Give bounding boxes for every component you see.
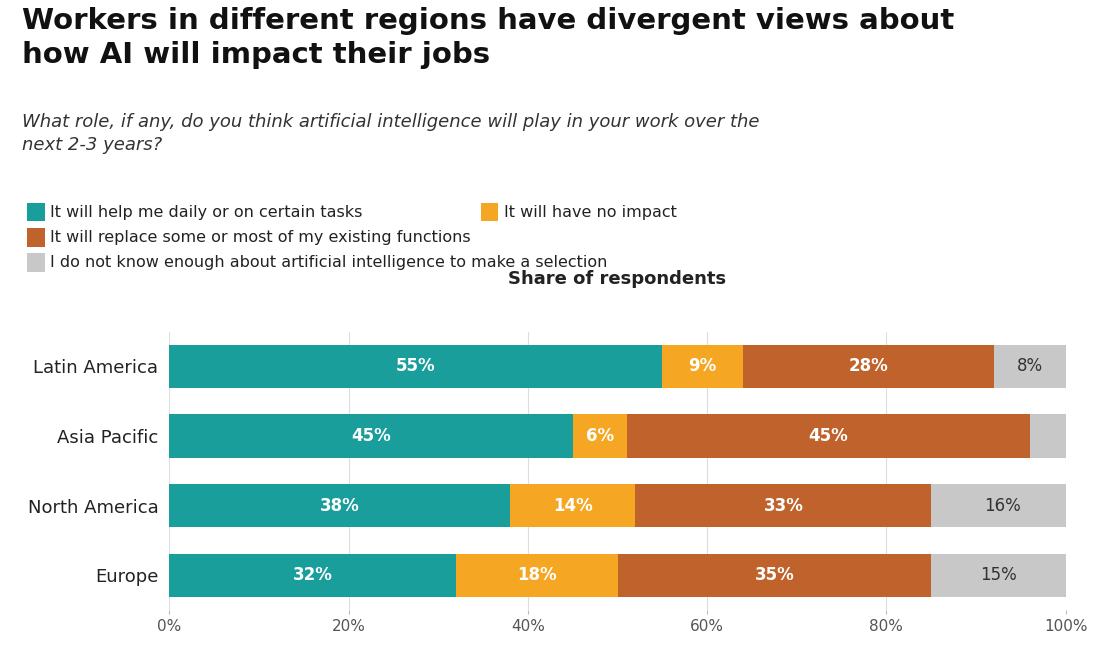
Bar xyxy=(169,345,662,388)
Bar xyxy=(662,345,743,388)
Text: 16%: 16% xyxy=(985,497,1021,514)
Bar xyxy=(743,345,994,388)
Text: 38%: 38% xyxy=(320,497,360,514)
Text: 33%: 33% xyxy=(763,497,803,514)
Text: 18%: 18% xyxy=(517,566,556,584)
Bar xyxy=(626,414,1030,457)
Bar xyxy=(573,414,626,457)
Text: It will help me daily or on certain tasks: It will help me daily or on certain task… xyxy=(50,205,363,219)
Text: 14%: 14% xyxy=(553,497,592,514)
Bar xyxy=(931,554,1066,597)
Text: 32%: 32% xyxy=(293,566,332,584)
Bar xyxy=(635,484,931,527)
Bar xyxy=(618,554,931,597)
Text: 28%: 28% xyxy=(848,357,889,375)
Text: 45%: 45% xyxy=(809,427,848,445)
Text: 6%: 6% xyxy=(586,427,613,445)
Text: Share of respondents: Share of respondents xyxy=(508,271,727,288)
Bar xyxy=(1030,414,1066,457)
Text: 35%: 35% xyxy=(754,566,795,584)
Bar xyxy=(169,554,456,597)
Bar xyxy=(994,345,1066,388)
Text: It will have no impact: It will have no impact xyxy=(504,205,677,219)
Text: I do not know enough about artificial intelligence to make a selection: I do not know enough about artificial in… xyxy=(50,255,608,270)
Text: 8%: 8% xyxy=(1016,357,1043,375)
Text: 55%: 55% xyxy=(396,357,436,375)
Text: It will replace some or most of my existing functions: It will replace some or most of my exist… xyxy=(50,230,471,245)
Text: 45%: 45% xyxy=(351,427,391,445)
Bar xyxy=(510,484,635,527)
Bar xyxy=(456,554,618,597)
Bar xyxy=(169,414,573,457)
Text: 9%: 9% xyxy=(689,357,717,375)
Bar xyxy=(931,484,1074,527)
Bar xyxy=(169,484,510,527)
Text: Workers in different regions have divergent views about
how AI will impact their: Workers in different regions have diverg… xyxy=(22,7,954,69)
Text: What role, if any, do you think artificial intelligence will play in your work o: What role, if any, do you think artifici… xyxy=(22,113,760,154)
Text: 15%: 15% xyxy=(980,566,1016,584)
